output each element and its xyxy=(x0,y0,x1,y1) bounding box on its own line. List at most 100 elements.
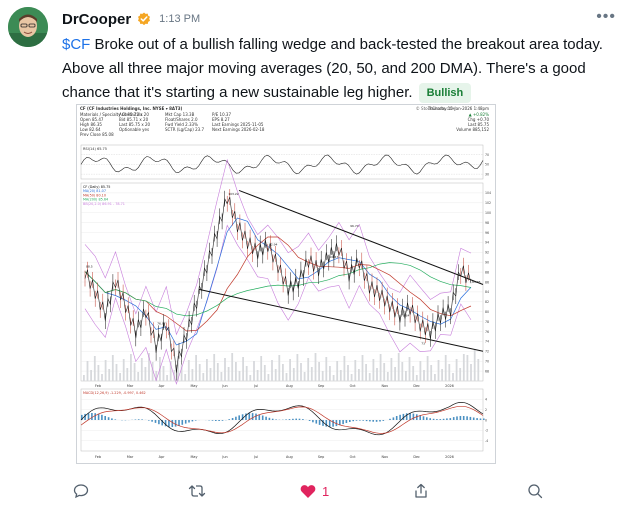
macd-histogram-bar xyxy=(308,420,311,421)
macd-histogram-bar xyxy=(389,418,391,420)
volume-bar xyxy=(97,365,100,381)
macd-histogram-bar xyxy=(302,419,304,420)
macd-histogram-bar xyxy=(429,418,431,420)
macd-histogram-bar xyxy=(114,419,117,420)
macd-histogram-bar xyxy=(94,413,96,420)
price-tick-label: 94 xyxy=(485,241,489,245)
wedge-upper-trendline xyxy=(238,189,484,285)
macd-histogram-bar xyxy=(365,420,368,422)
wedge-lower-trendline xyxy=(198,288,484,352)
macd-histogram-bar xyxy=(372,420,374,422)
attached-chart-image[interactable]: CF (CF Industries Holdings, Inc. NYSE ▾ … xyxy=(76,104,496,464)
search-button[interactable] xyxy=(527,480,543,502)
username[interactable]: DrCooper xyxy=(62,10,132,28)
macd-histogram-bar xyxy=(409,413,411,420)
volume-bar xyxy=(256,370,259,381)
macd-histogram-bar xyxy=(215,420,217,421)
volume-bar xyxy=(455,359,458,381)
volume-bar xyxy=(140,358,143,381)
volume-bar xyxy=(238,371,241,381)
macd-histogram-bar xyxy=(241,414,244,420)
price-tick-label: 70 xyxy=(485,360,489,364)
macd-histogram-bar xyxy=(141,419,143,420)
chart-date: Thursday 15-Jan-2026 1:48pm xyxy=(427,106,489,111)
macd-histogram-bar xyxy=(151,420,153,422)
macd-histogram-bar xyxy=(349,420,351,422)
price-tick-label: 80 xyxy=(485,310,489,314)
price-tick-label: 76 xyxy=(485,330,489,334)
volume-bar xyxy=(86,361,89,381)
x-axis-month-label: Dec xyxy=(413,384,420,388)
x-axis-month-label: Oct xyxy=(350,384,357,388)
price-annotation: 88.5 xyxy=(86,265,93,269)
macd-histogram-bar xyxy=(322,420,324,426)
price-annotation: 76.97 xyxy=(157,322,166,326)
volume-bar xyxy=(386,372,389,381)
volume-bar xyxy=(162,366,165,381)
macd-histogram-bar xyxy=(101,414,103,420)
cashtag-link[interactable]: $CF xyxy=(62,36,91,53)
price-annotation: 92.94 xyxy=(269,243,278,247)
macd-histogram-bar xyxy=(188,420,190,423)
volume-bar xyxy=(347,365,349,381)
volume-bar xyxy=(227,367,230,381)
macd-x-axis-month-label: Jul xyxy=(253,455,258,459)
macd-histogram-bar xyxy=(432,418,435,420)
volume-bar xyxy=(354,360,357,381)
macd-signal-line xyxy=(80,405,484,434)
macd-histogram-bar xyxy=(375,420,378,422)
macd-histogram-bar xyxy=(379,420,381,422)
reply-button[interactable] xyxy=(73,480,89,502)
volume-bar xyxy=(101,374,103,381)
macd-histogram-bar xyxy=(211,420,214,421)
volume-bar xyxy=(90,370,92,381)
x-axis-month-label: May xyxy=(191,384,198,388)
volume-bar xyxy=(470,364,472,381)
more-options-icon[interactable]: ••• xyxy=(596,8,616,25)
volume-bar xyxy=(191,369,194,381)
x-axis-month-label: 2026 xyxy=(445,384,454,388)
volume-bar xyxy=(83,375,85,381)
share-button[interactable] xyxy=(413,480,429,502)
reshare-button[interactable] xyxy=(188,480,206,502)
volume-bar xyxy=(166,375,168,381)
macd-histogram-bar xyxy=(228,419,230,420)
volume-bar xyxy=(408,357,411,381)
volume-bar xyxy=(444,355,447,381)
macd-histogram-bar xyxy=(255,413,257,420)
macd-histogram-bar xyxy=(137,419,140,420)
volume-bar xyxy=(111,355,114,381)
chart-source: © StockCharts.com xyxy=(415,106,455,111)
macd-x-axis-month-label: Jun xyxy=(221,455,227,459)
volume-bar xyxy=(285,373,288,381)
macd-histogram-bar xyxy=(174,420,177,427)
sentiment-badge: Bullish xyxy=(418,83,472,103)
volume-bar xyxy=(177,356,179,381)
macd-histogram-bar xyxy=(325,420,328,427)
volume-bar xyxy=(173,370,176,381)
user-avatar[interactable] xyxy=(8,7,48,47)
volume-bar xyxy=(253,361,255,381)
like-button[interactable]: 1 xyxy=(300,480,329,502)
price-tick-label: 102 xyxy=(485,201,491,205)
rsi-tick-label: 50 xyxy=(485,163,489,167)
macd-x-axis-month-label: Oct xyxy=(350,455,357,459)
chart-title: CF (CF Industries Holdings, Inc. NYSE ▾ … xyxy=(80,106,183,111)
macd-tick-label: -2 xyxy=(485,429,488,433)
macd-histogram-bar xyxy=(261,415,264,420)
macd-histogram-bar xyxy=(382,420,385,421)
volume-bar xyxy=(332,375,335,381)
macd-x-axis-month-label: Apr xyxy=(159,455,165,459)
stats-col-3: Mkt Cap 13.3B Float/Shares 2.0 Fwd Yield… xyxy=(165,112,205,132)
price-tick-label: 90 xyxy=(485,261,489,265)
price-tick-label: 92 xyxy=(485,251,489,255)
macd-histogram-bar xyxy=(426,417,428,420)
volume-bar xyxy=(394,367,396,381)
price-line xyxy=(84,196,472,373)
rsi-tick-label: 70 xyxy=(485,153,489,157)
volume-bar xyxy=(412,366,415,381)
volume-bar xyxy=(93,356,96,381)
ma50-line xyxy=(84,236,472,332)
macd-x-axis-month-label: Mar xyxy=(127,455,134,459)
volume-bar xyxy=(303,372,306,381)
